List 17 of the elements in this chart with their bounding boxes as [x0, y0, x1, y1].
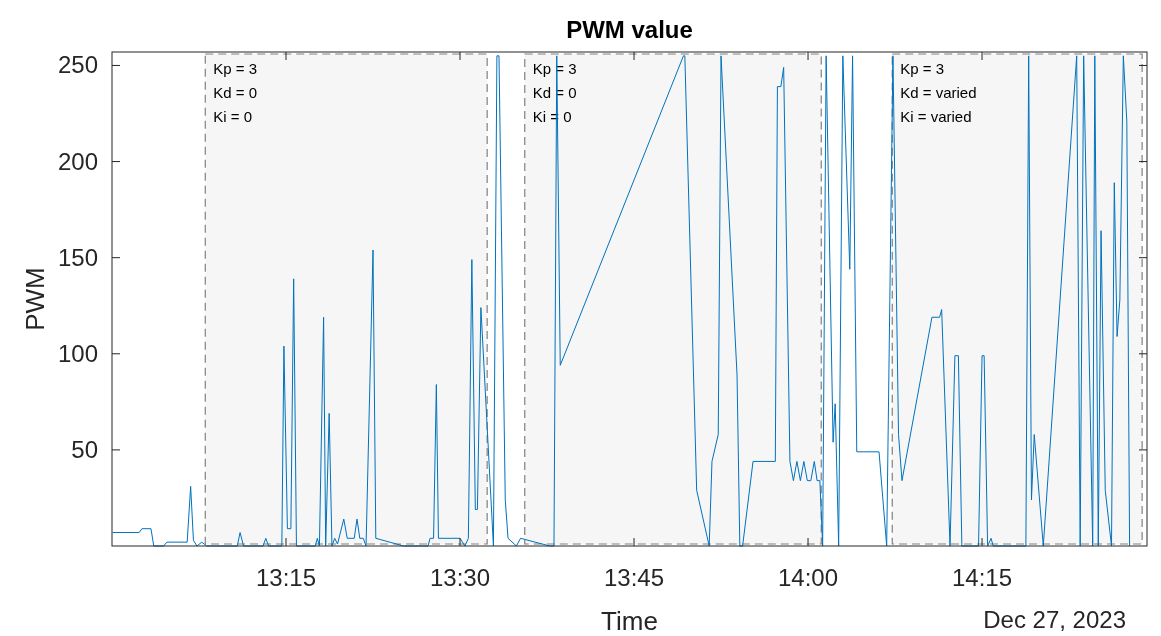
- y-tick-label: 150: [57, 243, 98, 271]
- y-tick-label: 50: [71, 435, 98, 463]
- chart-title: PWM value: [566, 16, 693, 43]
- x-tick-label: 13:30: [429, 564, 491, 591]
- x-tick-label: 14:00: [778, 564, 839, 591]
- text: Dec 27, 2023: [983, 606, 1126, 633]
- y-tick-label: 100: [57, 339, 98, 367]
- x-tick-label: 14:15: [952, 564, 1013, 591]
- y-axis-title: PWM: [20, 267, 50, 331]
- band-label: Kp = 3 Kd = varied Ki = varied: [900, 60, 977, 125]
- band-label: Kp = 3 Kd = 0 Ki = 0: [213, 60, 258, 125]
- x-tick-label: 13:15: [255, 564, 317, 591]
- line-series: [112, 55, 1131, 547]
- x-tick-label: 13:45: [603, 564, 665, 591]
- x-axis-title: Time: [601, 606, 658, 636]
- y-tick-label: 250: [57, 51, 98, 79]
- y-tick-label: 200: [57, 147, 98, 175]
